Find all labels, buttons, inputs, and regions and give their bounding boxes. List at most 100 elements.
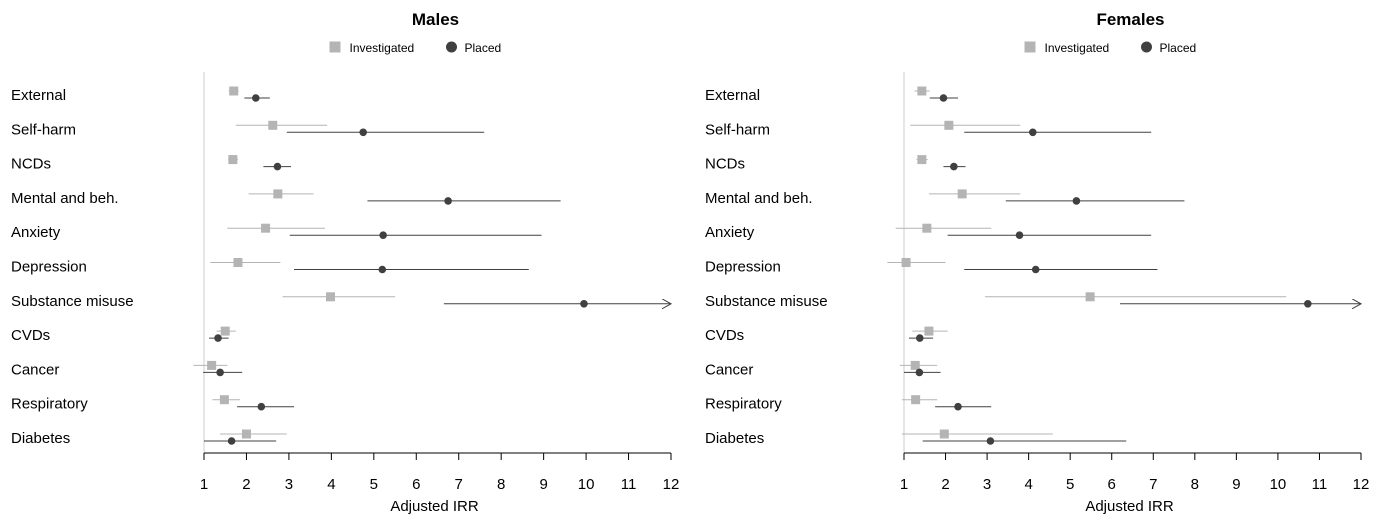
legend-circle-icon [1141, 41, 1152, 53]
category-label: External [705, 87, 760, 104]
point-square [261, 223, 271, 233]
point-circle [1031, 265, 1040, 274]
point-square [207, 360, 217, 370]
category-label: Diabetes [705, 430, 764, 447]
category-label: Self-harm [11, 121, 76, 138]
category-label: Depression [11, 259, 87, 276]
point-circle [257, 402, 266, 411]
x-tick-label: 9 [1232, 476, 1240, 493]
x-tick-label: 6 [1108, 476, 1116, 493]
point-circle [227, 437, 236, 445]
x-tick-label: 6 [412, 476, 420, 493]
point-circle [273, 162, 282, 171]
category-label: Anxiety [705, 224, 755, 241]
point-square [957, 189, 967, 199]
point-square [219, 395, 229, 405]
panel-females: Females Investigated Placed External Self-ha… [705, 10, 1369, 515]
point-square [901, 258, 911, 267]
point-circle [1028, 128, 1037, 137]
point-circle [378, 265, 387, 274]
point-circle [580, 300, 588, 308]
legend-square-icon [329, 41, 341, 53]
point-circle [359, 128, 368, 137]
x-tick-label: 5 [1066, 476, 1074, 493]
point-circle [1304, 300, 1312, 308]
x-tick-label: 12 [663, 476, 680, 493]
category-label: Mental and beh. [11, 190, 119, 207]
x-tick-label: 4 [327, 476, 335, 493]
point-square [1085, 292, 1095, 302]
category-label: Substance misuse [11, 293, 134, 310]
point-square [220, 326, 230, 336]
point-circle [379, 231, 387, 239]
x-tick-label: 11 [621, 476, 637, 493]
legend-label-investigated: Investigated [1045, 41, 1110, 55]
category-label: Respiratory [705, 396, 782, 413]
x-tick-label: 8 [1191, 476, 1199, 493]
category-label: Cancer [705, 361, 753, 378]
category-label: NCDs [11, 156, 51, 173]
category-label: Anxiety [11, 224, 61, 241]
point-circle [915, 368, 924, 377]
point-circle [950, 162, 958, 171]
x-axis-label: Adjusted IRR [390, 498, 479, 515]
category-label: CVDs [705, 327, 744, 344]
point-circle [214, 334, 222, 342]
category-label: NCDs [705, 156, 745, 173]
category-label: CVDs [11, 327, 50, 344]
x-tick-label: 8 [497, 476, 505, 493]
point-circle [986, 437, 995, 445]
x-tick-label: 7 [1149, 476, 1157, 493]
legend-circle-icon [446, 41, 457, 53]
legend: Investigated Placed [329, 41, 502, 55]
point-circle [251, 94, 260, 102]
point-square [241, 429, 251, 439]
point-square [924, 326, 934, 336]
x-tick-label: 9 [539, 476, 547, 493]
x-tick-label: 12 [1353, 476, 1370, 493]
panel-title: Males [412, 10, 459, 29]
legend-label-placed: Placed [1160, 41, 1197, 55]
point-circle [1072, 197, 1081, 205]
x-tick-label: 7 [455, 476, 463, 493]
x-tick-label: 4 [1024, 476, 1032, 493]
panel-title: Females [1096, 10, 1164, 29]
point-square [228, 155, 238, 165]
category-label: Respiratory [11, 396, 88, 413]
x-tick-label: 3 [983, 476, 991, 493]
point-square [939, 429, 949, 439]
legend-square-icon [1024, 41, 1036, 53]
category-label: Mental and beh. [705, 190, 813, 207]
x-tick-label: 5 [370, 476, 378, 493]
x-tick-label: 10 [578, 476, 595, 493]
point-square [944, 120, 954, 130]
point-square [233, 258, 243, 267]
category-label: Self-harm [705, 121, 770, 138]
category-label: Substance misuse [705, 293, 828, 310]
category-label: External [11, 87, 66, 104]
legend-label-placed: Placed [465, 41, 502, 55]
point-square [273, 189, 283, 199]
point-square [917, 155, 927, 165]
point-circle [444, 197, 452, 205]
x-tick-label: 2 [242, 476, 250, 493]
x-tick-label: 11 [1312, 476, 1328, 493]
point-square [922, 223, 932, 233]
point-circle [216, 368, 224, 377]
point-circle [954, 402, 962, 411]
category-label: Depression [705, 259, 781, 276]
point-square [326, 292, 336, 302]
point-square [911, 395, 921, 405]
point-circle [915, 334, 924, 342]
category-label: Cancer [11, 361, 59, 378]
point-square [268, 120, 278, 130]
x-tick-label: 2 [941, 476, 949, 493]
category-label: Diabetes [11, 430, 70, 447]
point-circle [1015, 231, 1024, 239]
legend: Investigated Placed [1024, 41, 1197, 55]
panel-males: Males Investigated Placed External Self-harm… [11, 10, 679, 515]
point-square [229, 86, 239, 96]
